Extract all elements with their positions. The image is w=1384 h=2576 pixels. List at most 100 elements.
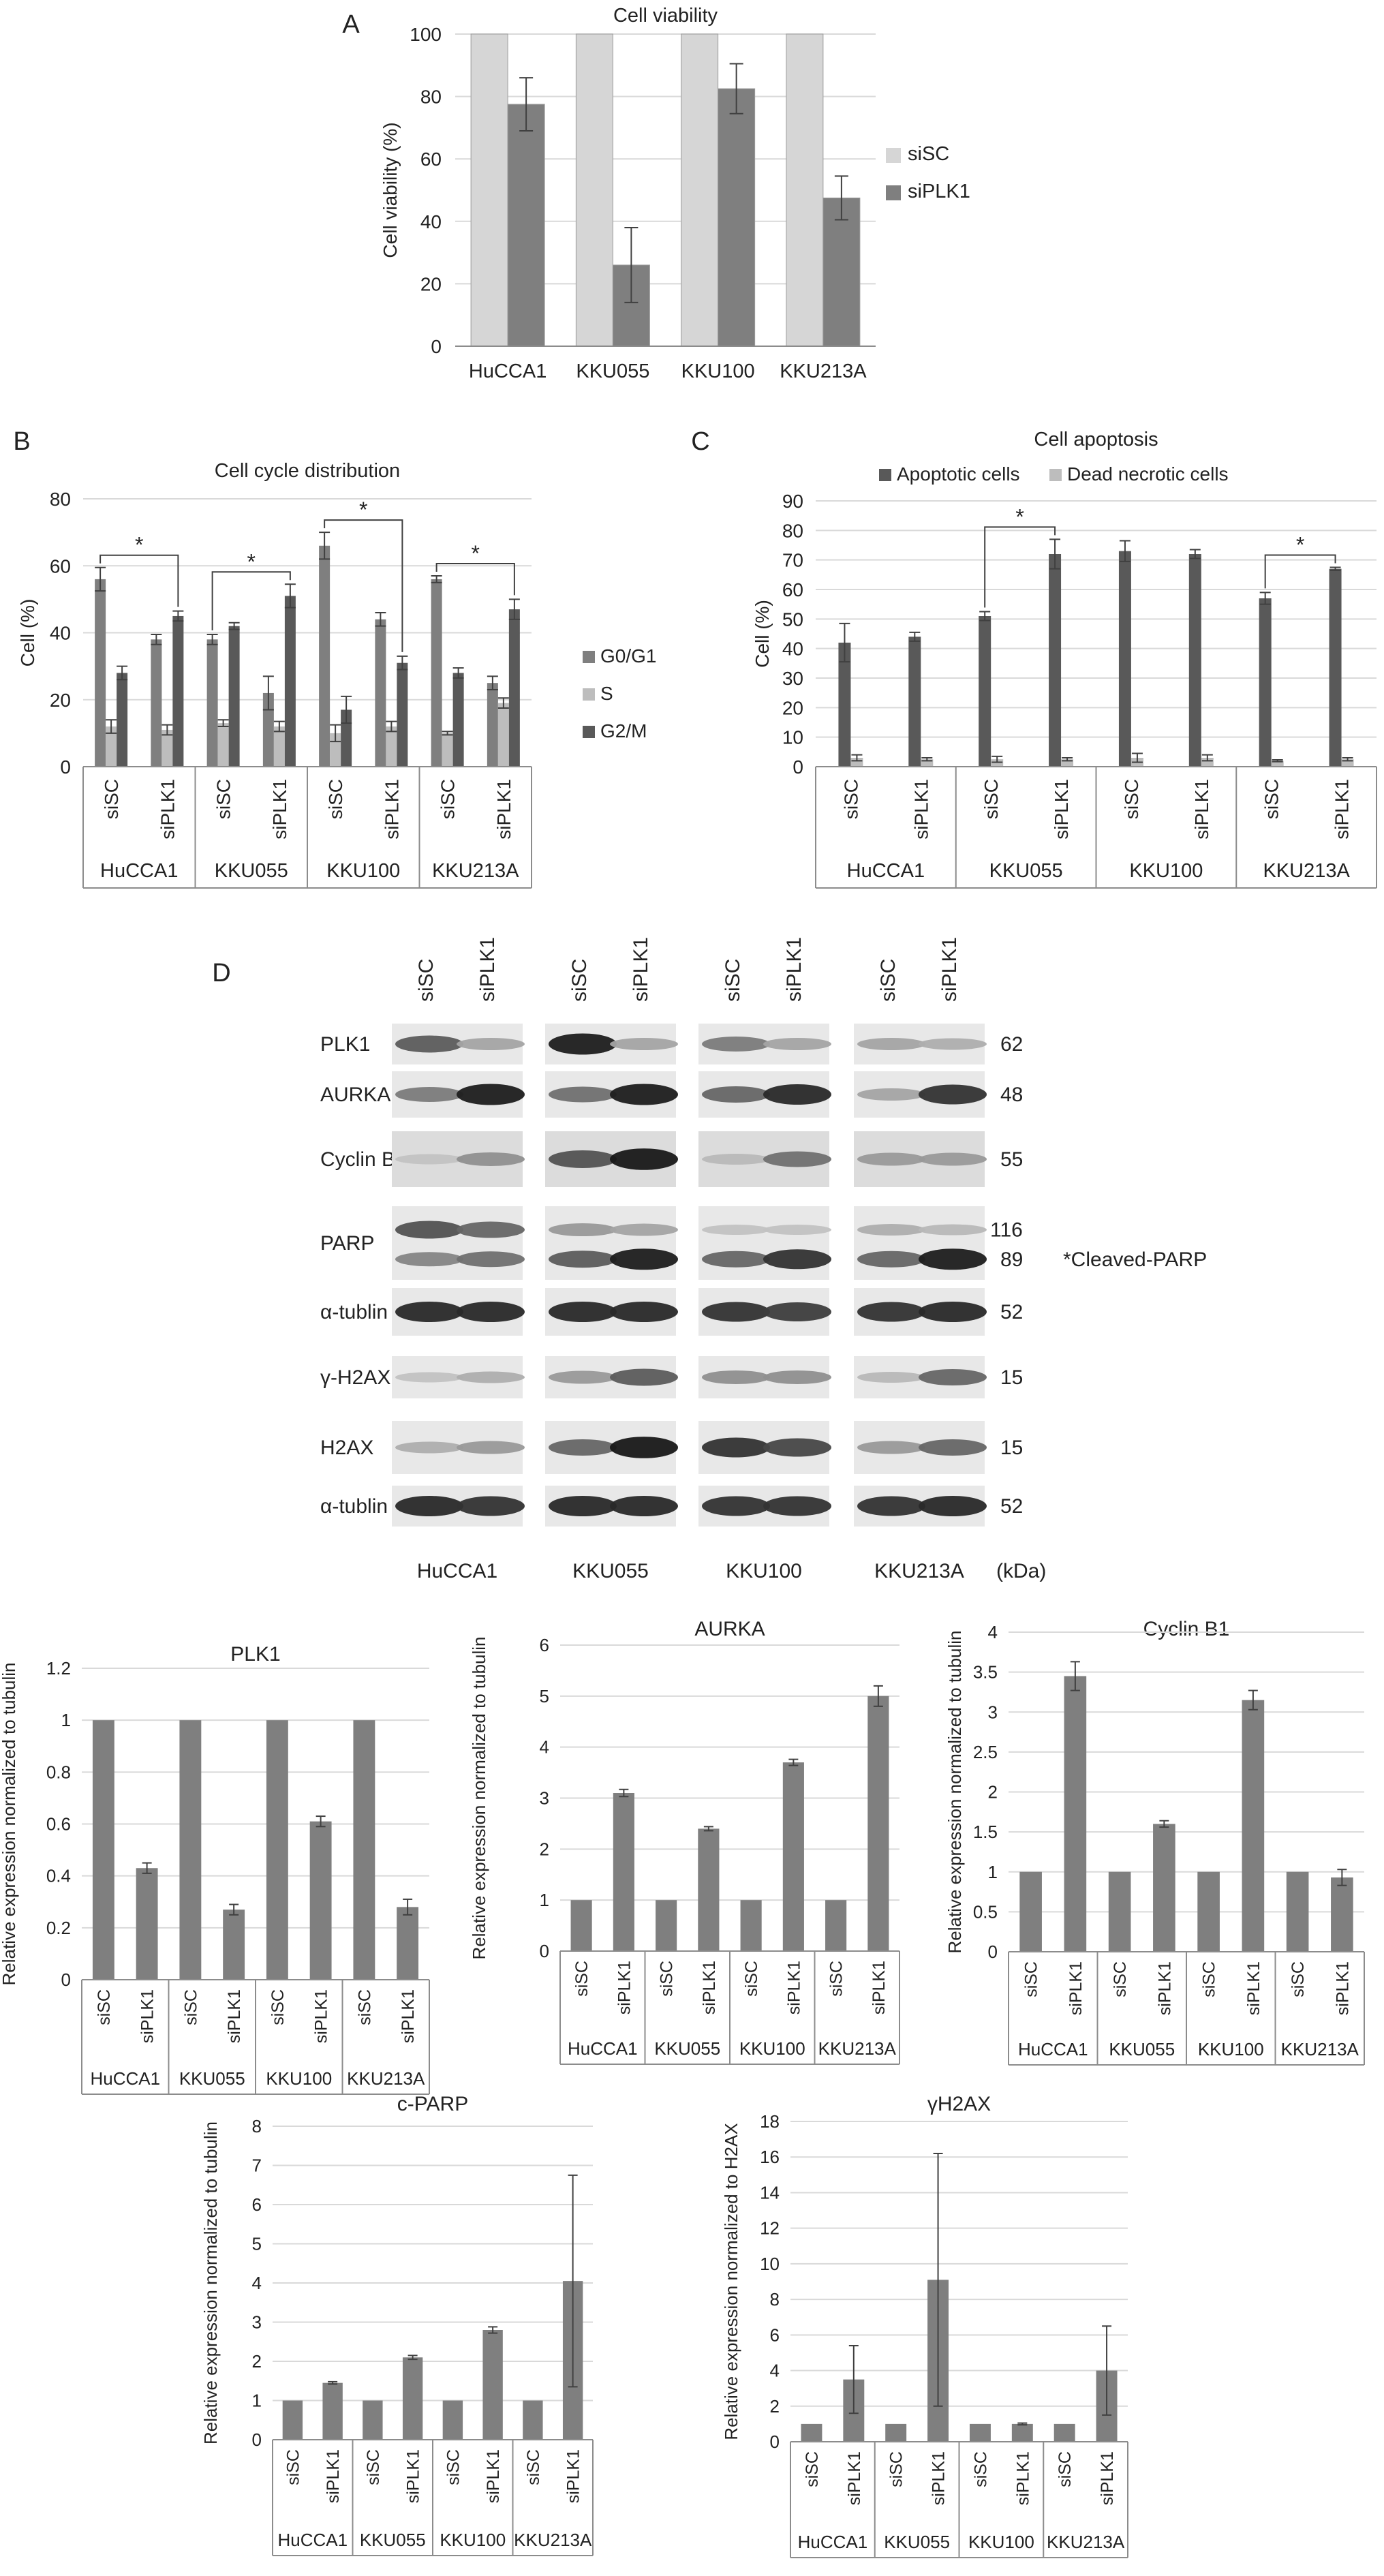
group-label: KKU100 xyxy=(440,2530,506,2550)
group-label: HuCCA1 xyxy=(568,2038,638,2059)
bar-s xyxy=(217,723,229,767)
bar-sisc xyxy=(266,1720,288,1980)
x-tick-label: siSC xyxy=(181,1989,200,2025)
x-tick-label: siSC xyxy=(325,779,346,819)
y-tick-label: 6 xyxy=(252,2194,262,2215)
bar-dead-necrotic-cells xyxy=(850,758,863,767)
blot-band xyxy=(702,1086,770,1103)
bar-sisc xyxy=(1197,1871,1220,1952)
y-tick-label: 60 xyxy=(50,555,71,577)
blot-band xyxy=(610,1223,678,1236)
bar-g2-m xyxy=(117,673,128,767)
y-tick-label: 30 xyxy=(782,668,803,689)
y-tick-label: 0.6 xyxy=(46,1814,71,1835)
y-tick-label: 1 xyxy=(252,2391,262,2411)
y-tick-label: 2 xyxy=(988,1782,998,1803)
bar-siplk1 xyxy=(1064,1676,1087,1952)
y-tick-label: 2.5 xyxy=(973,1742,998,1762)
bar-g2-m xyxy=(172,615,184,767)
blot-band xyxy=(395,1221,463,1239)
x-tick-label: siSC xyxy=(981,779,1002,819)
x-tick-label: siSC xyxy=(268,1989,288,2025)
bar-siplk1 xyxy=(397,1907,419,1980)
bar-apoptotic-cells xyxy=(1049,554,1062,767)
bar-s xyxy=(273,726,285,767)
y-tick-label: 4 xyxy=(252,2273,262,2293)
bar-sisc xyxy=(1286,1871,1309,1952)
blot-band xyxy=(395,1441,463,1454)
legend-label: G2/M xyxy=(600,720,647,741)
y-tick-label: 40 xyxy=(420,211,442,232)
x-tick-label: KKU100 xyxy=(681,361,755,382)
x-tick-label: siPLK1 xyxy=(225,1989,244,2043)
bar-g2-m xyxy=(452,673,464,767)
y-tick-label: 40 xyxy=(782,639,803,660)
bar-apoptotic-cells xyxy=(1329,568,1342,767)
group-label: KKU213A xyxy=(432,860,519,882)
chart-aurka: AURKA 0 1 2 3 4 5 6 Relative expression normaliz… xyxy=(469,1618,900,2065)
y-tick-label: 4 xyxy=(988,1622,998,1642)
y-tick-label: 90 xyxy=(782,491,803,512)
y-tick-label: 3.5 xyxy=(973,1662,998,1683)
x-tick-label: KKU213A xyxy=(780,361,867,382)
bar-g2-m xyxy=(508,609,520,767)
y-tick-label: 40 xyxy=(50,623,71,644)
bar-s xyxy=(162,729,173,767)
x-tick-label: siSC xyxy=(887,2451,906,2487)
kda-label: 62 xyxy=(1000,1033,1023,1056)
group-label: KKU055 xyxy=(884,2532,950,2552)
x-tick-label: siSC xyxy=(971,2451,990,2487)
bar-siplk1 xyxy=(1153,1824,1175,1952)
x-tick-label: siPLK1 xyxy=(1332,779,1353,840)
blot-band xyxy=(919,1084,987,1105)
bar-sisc xyxy=(570,1900,592,1951)
blot-band xyxy=(457,1038,525,1050)
blot-band xyxy=(549,1439,617,1456)
blot-lane-label: siPLK1 xyxy=(630,937,652,1002)
bar-siplk1 xyxy=(309,1821,332,1980)
blot-row-label: AURKA xyxy=(320,1084,390,1106)
bar-sisc xyxy=(740,1900,762,1951)
group-label: KKU055 xyxy=(215,860,288,882)
y-tick-label: 8 xyxy=(252,2116,262,2136)
x-tick-label: siSC xyxy=(1200,1961,1219,1997)
x-tick-label: siPLK1 xyxy=(1155,1961,1174,2015)
x-tick-label: siSC xyxy=(840,779,861,819)
blot-band xyxy=(457,1371,525,1383)
bar-siplk1 xyxy=(822,197,861,347)
bar-sisc xyxy=(92,1720,114,1980)
bar-dead-necrotic-cells xyxy=(1201,758,1214,767)
bar-sisc xyxy=(1019,1871,1042,1952)
bar-dead-necrotic-cells xyxy=(991,759,1004,767)
y-tick-label: 20 xyxy=(420,273,442,294)
bar-sisc xyxy=(470,33,508,347)
x-tick-label: siPLK1 xyxy=(138,1989,157,2043)
blot-panel xyxy=(698,1206,829,1280)
y-tick-label: 2 xyxy=(770,2396,780,2417)
blot-band xyxy=(610,1496,678,1516)
group-label: KKU100 xyxy=(1198,2039,1264,2059)
x-tick-label: siPLK1 xyxy=(381,779,402,840)
x-tick-label: siSC xyxy=(1022,1961,1041,1997)
bar-sisc xyxy=(825,1900,847,1951)
group-label: HuCCA1 xyxy=(1018,2039,1088,2059)
y-tick-label: 8 xyxy=(770,2289,780,2310)
blot-band xyxy=(549,1251,617,1268)
blot-band xyxy=(610,1248,678,1270)
bar-sisc xyxy=(969,2423,991,2442)
x-tick-label: siPLK1 xyxy=(1098,2451,1117,2505)
group-label: HuCCA1 xyxy=(100,860,178,882)
x-tick-label: siPLK1 xyxy=(910,779,932,840)
y-tick-label: 5 xyxy=(540,1686,549,1706)
bar-siplk1 xyxy=(482,2330,503,2440)
kda-label: 15 xyxy=(1000,1437,1023,1459)
bar-g0-g1 xyxy=(206,639,218,767)
blot-band xyxy=(763,1225,831,1236)
blot-band xyxy=(457,1496,525,1516)
blot-lane-label: siPLK1 xyxy=(476,937,499,1002)
y-tick-label: 0 xyxy=(793,756,803,778)
legend-label: siSC xyxy=(908,143,949,165)
bar-g0-g1 xyxy=(95,579,106,767)
x-tick-label: siPLK1 xyxy=(1244,1961,1263,2015)
blot-band xyxy=(763,1496,831,1516)
